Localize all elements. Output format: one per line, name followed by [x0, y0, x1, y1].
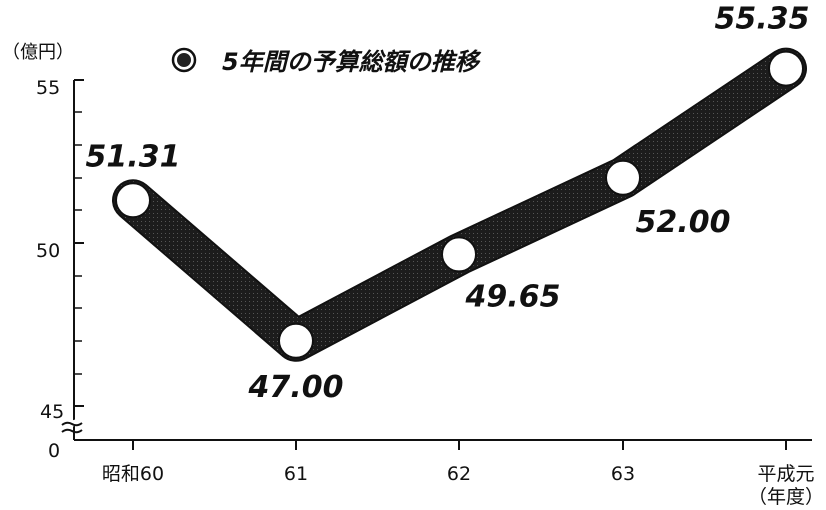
- axis-break-mark: [61, 417, 85, 434]
- x-axis-unit-label: （年度）: [748, 486, 824, 508]
- x-tick-label-0: 昭和60: [102, 463, 164, 485]
- y-ticks: [74, 79, 84, 407]
- data-point-0: [115, 182, 151, 219]
- y-tick-label-0: 0: [48, 440, 60, 462]
- x-tick-label-3: 63: [611, 463, 635, 485]
- title-bullet-icon: [171, 47, 197, 73]
- data-point-1: [278, 322, 314, 359]
- x-tick-label-2: 62: [447, 463, 471, 485]
- y-axis-unit-label: （億円）: [2, 42, 74, 63]
- chart-title: 5年間の予算総額の推移: [222, 48, 482, 76]
- data-label-4: 55.35: [715, 2, 810, 37]
- y-tick-label-55: 55: [36, 77, 60, 99]
- data-point-3: [605, 159, 641, 196]
- data-labels: 51.31 47.00 49.65 52.00 55.35: [86, 2, 810, 405]
- data-label-3: 52.00: [636, 205, 731, 240]
- x-ticks: [132, 440, 787, 450]
- data-label-2: 49.65: [465, 279, 561, 314]
- data-point-4: [768, 50, 804, 87]
- x-tick-label-1: 61: [284, 463, 308, 485]
- x-tick-label-4: 平成元: [757, 463, 814, 485]
- data-label-0: 51.31: [86, 139, 181, 174]
- series-markers: [115, 50, 804, 359]
- data-label-1: 47.00: [248, 370, 344, 405]
- y-tick-label-45: 45: [40, 401, 64, 423]
- y-tick-label-50: 50: [36, 240, 60, 262]
- data-point-2: [441, 236, 477, 273]
